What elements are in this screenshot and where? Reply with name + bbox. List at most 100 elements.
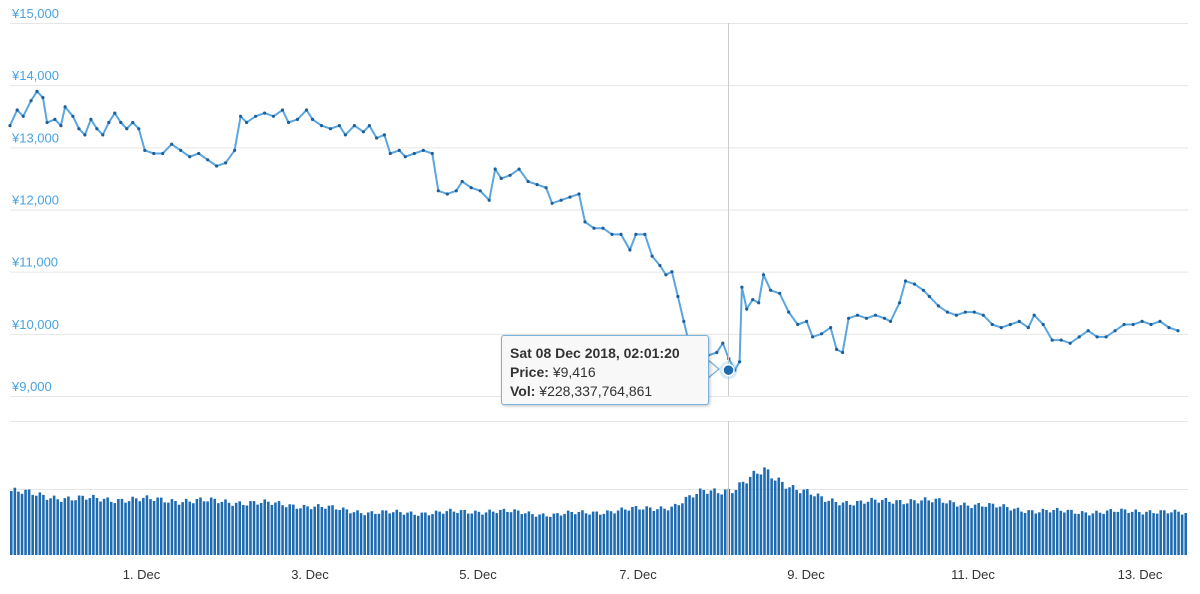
volume-bar bbox=[456, 513, 459, 555]
price-point bbox=[224, 161, 228, 165]
volume-bar bbox=[163, 502, 167, 555]
price-point bbox=[559, 198, 563, 202]
volume-bar bbox=[752, 470, 756, 555]
volume-bar bbox=[431, 514, 434, 555]
volume-bar bbox=[206, 501, 209, 555]
volume-bar bbox=[909, 499, 913, 555]
volume-bar bbox=[1155, 513, 1159, 555]
volume-bar bbox=[516, 510, 520, 555]
price-point bbox=[972, 310, 976, 314]
volume-bar bbox=[923, 497, 927, 555]
price-point bbox=[1059, 338, 1063, 342]
price-point bbox=[1050, 338, 1054, 342]
volume-bar bbox=[706, 493, 709, 555]
volume-bar bbox=[334, 509, 338, 555]
volume-bar bbox=[327, 505, 331, 555]
y-tick-label: ¥15,000 bbox=[11, 6, 59, 21]
volume-bar bbox=[1070, 509, 1073, 555]
y-tick-label: ¥13,000 bbox=[11, 130, 59, 145]
volume-bar bbox=[67, 496, 70, 555]
volume-bar bbox=[831, 498, 834, 555]
price-point bbox=[71, 114, 75, 118]
volume-bar bbox=[509, 512, 513, 555]
volume-bar bbox=[641, 509, 645, 555]
price-point bbox=[897, 301, 902, 305]
price-point bbox=[15, 108, 19, 112]
volume-bar bbox=[731, 493, 734, 555]
volume-bar bbox=[416, 515, 420, 555]
volume-bar bbox=[56, 499, 59, 555]
volume-bar bbox=[174, 501, 177, 555]
price-point bbox=[610, 232, 614, 236]
volume-bar bbox=[127, 501, 131, 555]
price-point bbox=[469, 186, 473, 190]
price-point bbox=[778, 291, 782, 295]
volume-bar bbox=[13, 487, 17, 555]
volume-bar bbox=[955, 506, 959, 555]
volume-bar bbox=[306, 506, 309, 555]
volume-bar bbox=[1034, 513, 1038, 555]
volume-bar bbox=[192, 503, 195, 555]
volume-bar bbox=[159, 497, 163, 555]
price-point bbox=[1077, 335, 1081, 339]
volume-bar bbox=[1130, 511, 1134, 555]
volume-bar bbox=[481, 514, 484, 555]
volume-bar bbox=[527, 511, 531, 555]
price-point bbox=[855, 313, 860, 317]
price-point bbox=[535, 183, 539, 187]
volume-bar bbox=[102, 498, 106, 555]
price-point bbox=[664, 273, 668, 277]
price-point bbox=[101, 133, 105, 137]
price-point bbox=[601, 226, 605, 230]
volume-bar bbox=[370, 511, 374, 555]
volume-bar bbox=[341, 507, 345, 555]
volume-bar bbox=[388, 513, 391, 555]
volume-bar bbox=[1113, 511, 1116, 555]
volume-bar bbox=[784, 488, 788, 555]
price-point bbox=[658, 263, 662, 268]
volume-bar bbox=[242, 505, 245, 555]
price-point bbox=[873, 313, 878, 317]
tooltip-price-value: ¥9,416 bbox=[552, 364, 596, 380]
volume-bar bbox=[466, 513, 470, 555]
price-point bbox=[1149, 322, 1153, 327]
price-point bbox=[643, 232, 647, 236]
volume-bar bbox=[77, 495, 81, 555]
price-point bbox=[517, 167, 521, 171]
volume-bar bbox=[549, 516, 552, 555]
volume-bar bbox=[324, 508, 327, 555]
volume-bar bbox=[791, 485, 795, 555]
volume-bar bbox=[38, 492, 42, 555]
volume-bar bbox=[1013, 508, 1016, 555]
x-tick-label: 11. Dec bbox=[951, 567, 995, 582]
price-point bbox=[721, 341, 725, 345]
price-point bbox=[499, 176, 503, 180]
volume-bar bbox=[320, 507, 324, 555]
y-tick-label: ¥11,000 bbox=[11, 255, 58, 270]
volume-bar bbox=[88, 498, 92, 555]
volume-bar bbox=[895, 500, 898, 555]
price-point bbox=[107, 120, 111, 125]
price-point bbox=[460, 179, 464, 184]
price-point bbox=[361, 130, 365, 134]
volume-bar bbox=[552, 513, 556, 555]
price-point bbox=[95, 127, 99, 131]
price-point bbox=[1008, 322, 1012, 327]
x-tick-label: 3. Dec bbox=[291, 567, 329, 582]
volume-bar bbox=[1177, 511, 1180, 555]
volume-bar bbox=[563, 513, 566, 555]
volume-bar bbox=[1080, 511, 1084, 555]
volume-bar bbox=[595, 511, 598, 555]
volume-bar bbox=[681, 503, 684, 555]
price-point bbox=[143, 148, 147, 152]
volume-bar bbox=[381, 510, 384, 555]
price-point bbox=[412, 151, 416, 156]
volume-bar bbox=[202, 501, 206, 555]
volume-bar bbox=[263, 499, 267, 555]
price-point bbox=[619, 232, 623, 236]
volume-bar bbox=[695, 494, 698, 555]
volume-bar bbox=[209, 497, 213, 555]
volume-bar bbox=[927, 500, 930, 555]
volume-bar bbox=[1184, 513, 1187, 555]
